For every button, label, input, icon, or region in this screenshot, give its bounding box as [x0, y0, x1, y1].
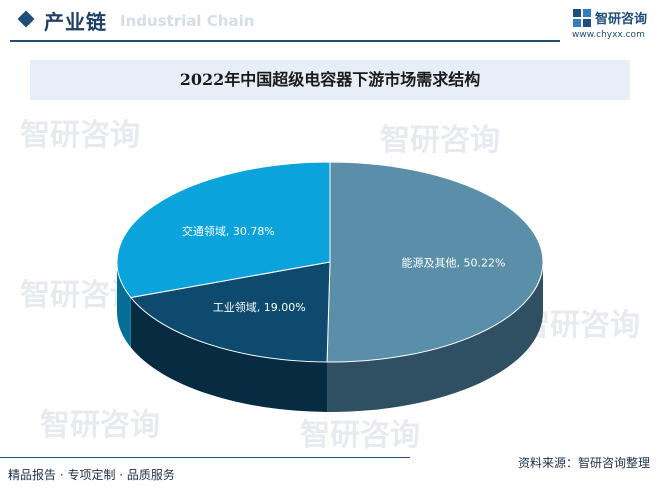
brand-logo-icon — [573, 9, 591, 27]
pie-slice-side-1 — [327, 262, 543, 412]
pie-slice-side-2 — [130, 297, 328, 412]
page-header: 产业链 Industrial Chain 智研咨询 www.chyxx.com — [0, 0, 660, 46]
pie-data-label-1: 能源及其他, 50.22% — [402, 255, 506, 269]
watermark: 智研咨询 — [20, 118, 140, 153]
brand-name: 智研咨询 — [595, 12, 648, 27]
footer-divider — [0, 457, 410, 458]
header-divider — [10, 40, 560, 42]
section-title: 产业链 — [44, 10, 107, 34]
chart-title: 2022年中国超级电容器下游市场需求结构 — [179, 70, 481, 89]
pie-slice-1 — [326, 161, 544, 363]
pie-slice-side-3 — [117, 262, 131, 348]
watermark: 智研咨询 — [380, 123, 500, 158]
brand-block: 智研咨询 www.chyxx.com — [572, 6, 656, 46]
pie-slice-3 — [116, 161, 331, 299]
watermark: 智研咨询 — [40, 408, 160, 443]
pie-data-label-3: 交通领域, 30.78% — [182, 224, 275, 238]
pie-data-label-2: 工业领域, 19.00% — [213, 301, 306, 314]
chart-title-band: 2022年中国超级电容器下游市场需求结构 — [30, 60, 630, 100]
pie-slice-2 — [129, 261, 331, 363]
source-note: 资料来源：智研咨询整理 — [517, 456, 650, 470]
section-subtitle-ghost: Industrial Chain — [120, 12, 255, 30]
brand-url: www.chyxx.com — [572, 30, 645, 40]
watermark: 智研咨询 — [300, 418, 420, 453]
footer-tagline: 精品报告 · 专项定制 · 品质服务 — [8, 468, 175, 482]
